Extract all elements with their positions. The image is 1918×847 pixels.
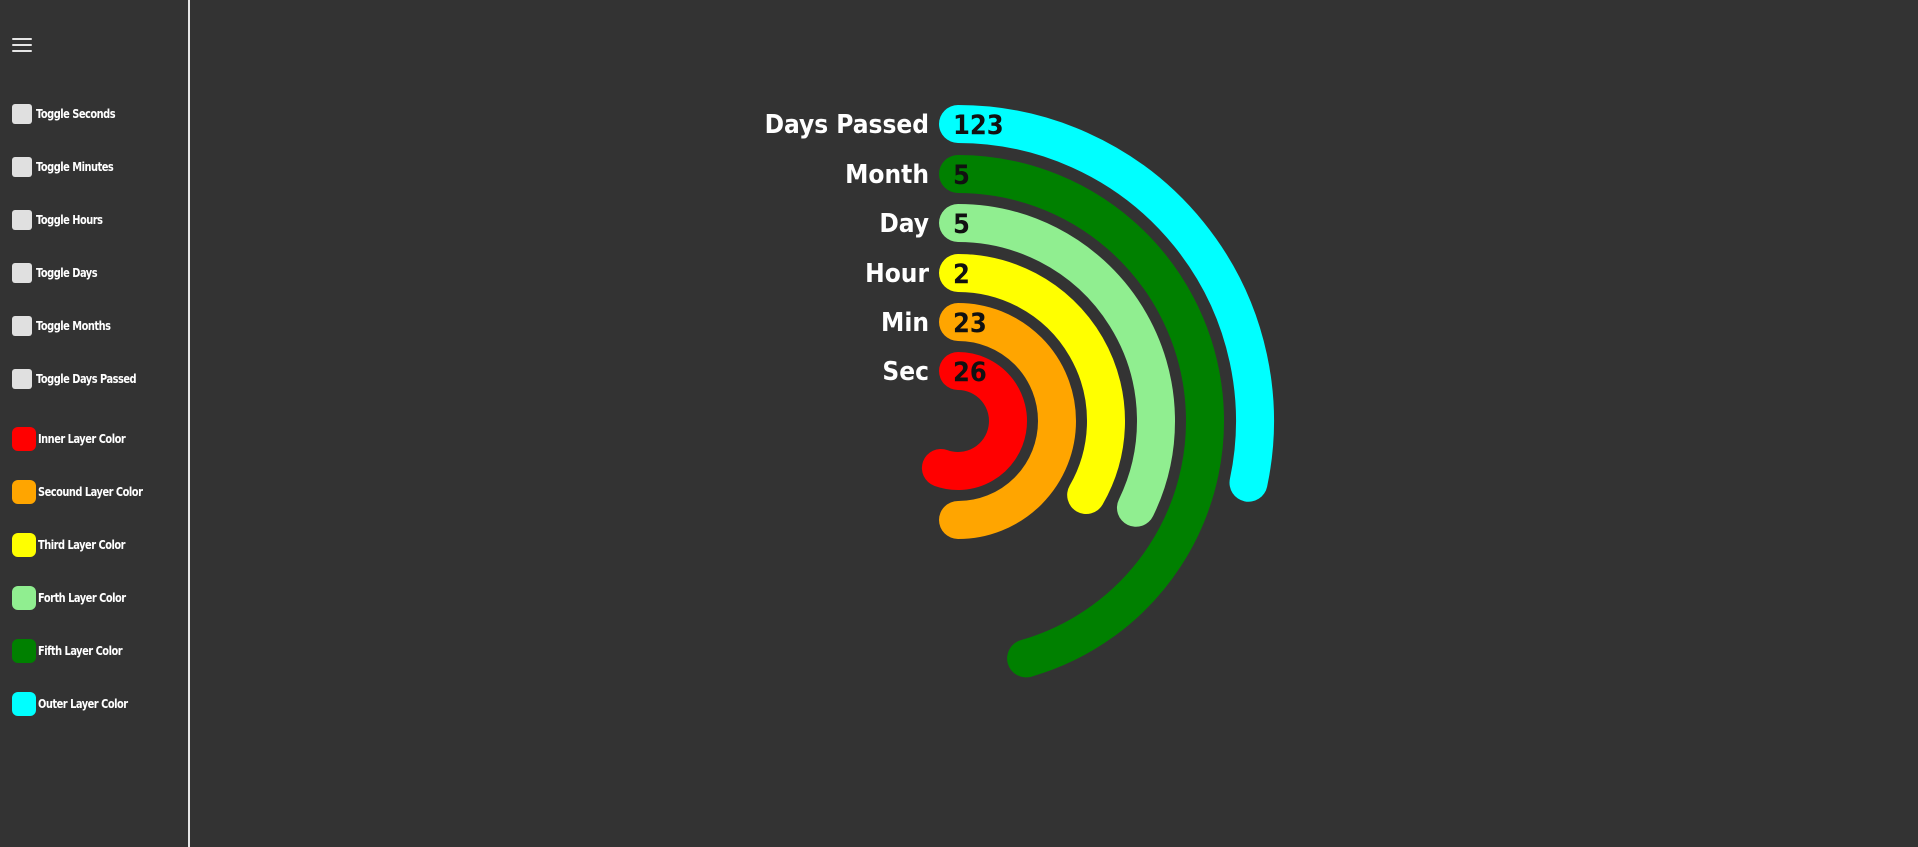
toggle-seconds-label: Toggle Seconds	[36, 107, 116, 121]
toggle-days-checkbox[interactable]	[12, 263, 32, 283]
ring-sec-label: Sec	[882, 357, 929, 387]
clock-rings: Sec 26 Min 23 Hour 2 Day 5 Month 5 Days Passed 123	[765, 105, 1274, 678]
fifth-layer-color-swatch[interactable]	[12, 639, 36, 663]
ring-day-value: 5	[953, 209, 970, 240]
ring-day-arc	[939, 204, 1175, 527]
ring-month-value: 5	[953, 160, 970, 191]
toggle-seconds[interactable]: Toggle Seconds	[12, 102, 132, 126]
toggle-days-label: Toggle Days	[36, 266, 98, 280]
ring-day-label: Day	[879, 209, 929, 239]
ring-min-label: Min	[881, 308, 929, 338]
third-layer-color[interactable]: Third Layer Color	[12, 533, 144, 557]
second-layer-color-swatch[interactable]	[12, 480, 36, 504]
toggle-minutes-label: Toggle Minutes	[36, 160, 114, 174]
ring-hour-label: Hour	[865, 259, 929, 289]
ring-month-label: Month	[845, 160, 929, 190]
ring-hour-value: 2	[953, 259, 970, 290]
ring-sec-arc	[921, 352, 1027, 490]
second-layer-color-label: Secound Layer Color	[38, 485, 143, 499]
ring-month-arc	[939, 155, 1224, 678]
toggle-minutes-checkbox[interactable]	[12, 157, 32, 177]
ring-hour-arc	[939, 254, 1125, 514]
toggle-months-label: Toggle Months	[36, 319, 111, 333]
toggle-months[interactable]: Toggle Months	[12, 314, 127, 338]
sidebar: Toggle Seconds Toggle Minutes Toggle Hou…	[0, 0, 190, 847]
toggle-hours-label: Toggle Hours	[36, 213, 103, 227]
outer-layer-color[interactable]: Outer Layer Color	[12, 692, 147, 716]
toggle-days[interactable]: Toggle Days	[12, 261, 111, 285]
toggle-seconds-checkbox[interactable]	[12, 104, 32, 124]
ring-days-passed-value: 123	[953, 110, 1004, 141]
inner-layer-color-label: Inner Layer Color	[38, 432, 126, 446]
fourth-layer-color[interactable]: Forth Layer Color	[12, 586, 145, 610]
outer-layer-color-label: Outer Layer Color	[38, 697, 128, 711]
toggle-days-passed-label: Toggle Days Passed	[36, 372, 137, 386]
fourth-layer-color-label: Forth Layer Color	[38, 591, 126, 605]
toggle-minutes[interactable]: Toggle Minutes	[12, 155, 130, 179]
toggle-months-checkbox[interactable]	[12, 316, 32, 336]
ring-days-passed-arc	[939, 105, 1274, 502]
ring-min-value: 23	[953, 308, 987, 339]
outer-layer-color-swatch[interactable]	[12, 692, 36, 716]
toggle-days-passed[interactable]: Toggle Days Passed	[12, 367, 158, 391]
third-layer-color-label: Third Layer Color	[38, 538, 125, 552]
fifth-layer-color-label: Fifth Layer Color	[38, 644, 123, 658]
second-layer-color[interactable]: Secound Layer Color	[12, 480, 165, 504]
third-layer-color-swatch[interactable]	[12, 533, 36, 557]
inner-layer-color[interactable]: Inner Layer Color	[12, 427, 144, 451]
toggle-days-passed-checkbox[interactable]	[12, 369, 32, 389]
ring-min-arc	[939, 303, 1076, 539]
ring-days-passed-label: Days Passed	[765, 110, 929, 140]
hamburger-menu-icon[interactable]	[12, 38, 34, 56]
fifth-layer-color[interactable]: Fifth Layer Color	[12, 639, 141, 663]
inner-layer-color-swatch[interactable]	[12, 427, 36, 451]
toggle-hours[interactable]: Toggle Hours	[12, 208, 117, 232]
fourth-layer-color-swatch[interactable]	[12, 586, 36, 610]
ring-sec-value: 26	[953, 357, 987, 388]
toggle-hours-checkbox[interactable]	[12, 210, 32, 230]
